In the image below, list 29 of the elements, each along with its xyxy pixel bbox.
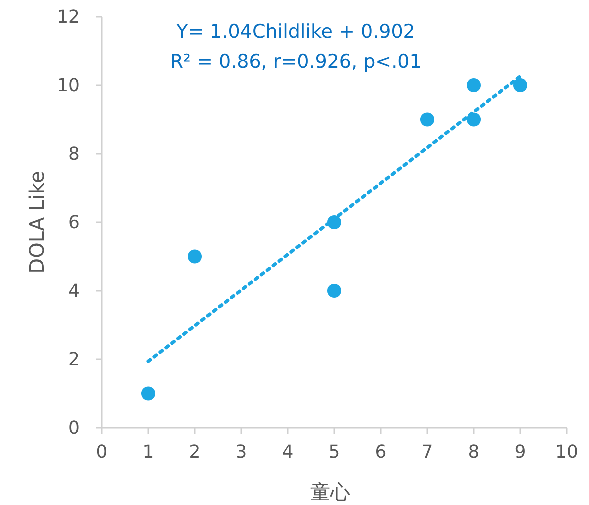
x-tick-label: 1	[142, 442, 154, 463]
y-tick-label: 0	[68, 418, 80, 439]
x-tick-label: 3	[236, 442, 248, 463]
y-tick-label: 10	[57, 76, 80, 96]
x-tick-label: 9	[514, 442, 526, 463]
x-tick-label: 0	[96, 442, 108, 463]
point	[188, 250, 202, 264]
y-tick-label: 6	[68, 212, 80, 234]
point	[467, 78, 481, 92]
point	[467, 112, 481, 127]
point	[514, 78, 528, 92]
y-tick-label: 12	[57, 7, 80, 28]
annotation: R² = 0.86, r=0.926, p<.01	[170, 51, 422, 73]
x-tick-label: 4	[282, 442, 294, 463]
y-tick-label: 2	[68, 350, 80, 370]
y-axis-title: DOLA Like	[25, 171, 49, 274]
point	[328, 284, 342, 298]
x-tick-label: 2	[189, 442, 201, 463]
x-tick-label: 7	[422, 442, 434, 463]
x-axis-title: 童心	[310, 480, 350, 504]
point	[420, 112, 434, 127]
x-tick-label: 10	[556, 442, 578, 463]
x-tick-label: 5	[328, 442, 340, 463]
x-tick-label: 6	[375, 442, 387, 463]
point	[142, 386, 156, 401]
y-tick-label: 4	[68, 281, 80, 302]
y-tick-label: 8	[68, 144, 80, 165]
annotation: Y= 1.04Childlike + 0.902	[176, 21, 416, 43]
x-tick-label: 8	[468, 442, 480, 463]
